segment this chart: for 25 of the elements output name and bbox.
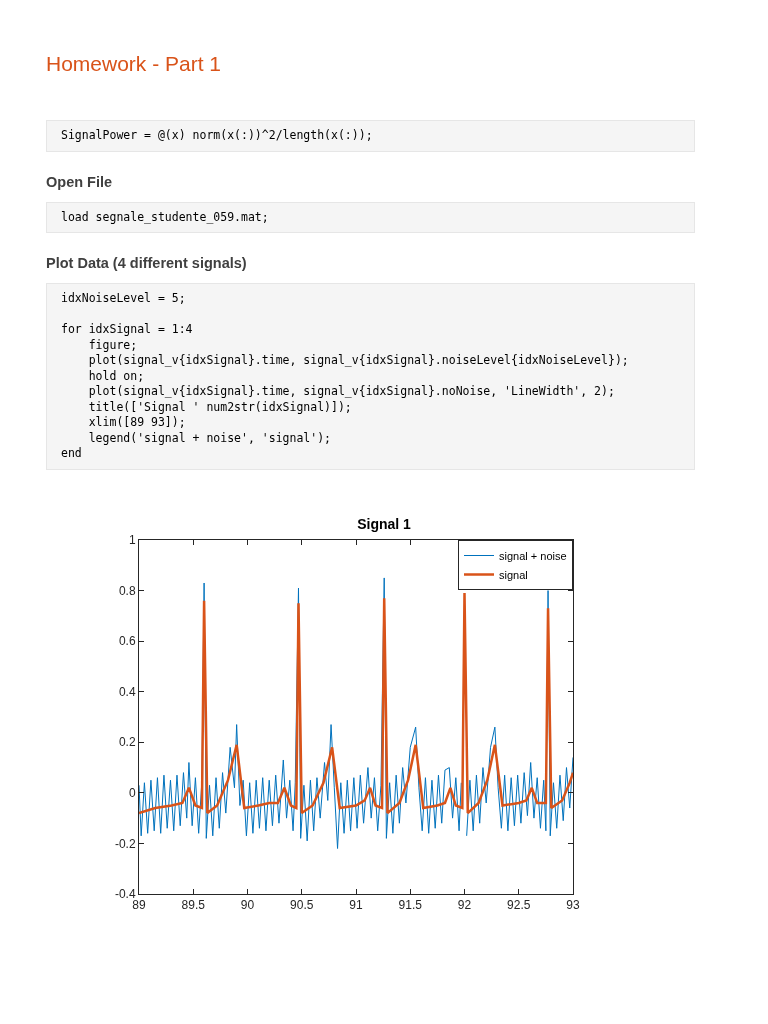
y-tick-label: 0.2 bbox=[118, 734, 136, 749]
text: Plot Data (4 different signals) bbox=[46, 255, 248, 271]
y-tick-label: 0.6 bbox=[118, 633, 136, 648]
x-tick-label: 89.5 bbox=[181, 897, 206, 912]
x-tick-label: 90 bbox=[240, 897, 255, 912]
y-tick-label: 1 bbox=[128, 532, 136, 547]
x-tick-label: 92.5 bbox=[507, 897, 531, 912]
x-tick-label: 92 bbox=[457, 897, 472, 912]
text: Homework - Part 1 bbox=[46, 52, 223, 76]
text: idxNoiseLevel = 5; for idxSignal = 1:4 figure; plot(signal_v{idxSignal}.time, signal_v{idxSignal}.noiseLevel{idxNoiseLevel}); hold on; plot(signal_v{idxSignal}.time, signal_v{idxSignal}.noNoise, 'LineWidth', 2); title(['Signal ' num2str(idxSignal)]); xlim([89 93]); legend('signal + noise', 'signal'); end bbox=[61, 291, 629, 460]
text: SignalPower = @(x) norm(x(:))^2/length(x(:)); bbox=[46, 120, 695, 152]
line-series bbox=[139, 591, 573, 814]
legend-label: signal bbox=[499, 568, 528, 581]
x-tick-label: 91 bbox=[349, 897, 363, 912]
chart-title: Signal 1 bbox=[357, 515, 412, 532]
x-tick-label: 90.5 bbox=[290, 897, 314, 912]
y-tick-label: 0.8 bbox=[118, 583, 136, 598]
y-tick-label: 0.4 bbox=[118, 684, 136, 699]
text: Open File bbox=[46, 173, 114, 190]
legend-label: signal + noise bbox=[499, 549, 567, 562]
x-tick-label: 93 bbox=[566, 897, 580, 912]
text: load segnale_studente_059.mat; bbox=[46, 201, 695, 233]
y-tick-label: -0.2 bbox=[114, 836, 136, 851]
y-tick-label: 0 bbox=[128, 785, 136, 800]
x-tick-label: 91.5 bbox=[398, 897, 423, 912]
